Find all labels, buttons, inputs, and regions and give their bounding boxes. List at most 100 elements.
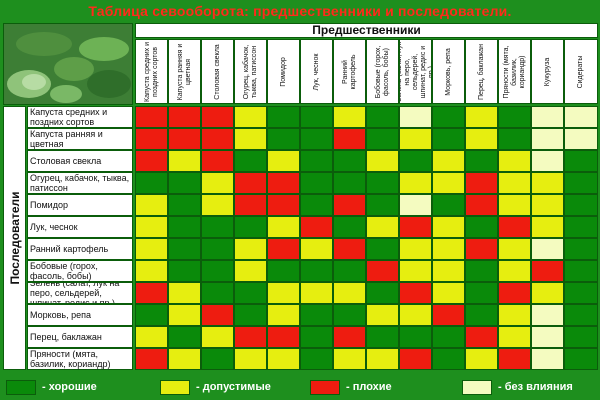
compatibility-cell xyxy=(531,216,564,238)
column-header: Сидераты xyxy=(564,39,598,104)
compatibility-cell xyxy=(267,106,300,128)
compatibility-cell xyxy=(300,128,333,150)
column-header: Пряности (мята, базилик, кориандр) xyxy=(498,39,531,104)
compatibility-cell xyxy=(168,304,201,326)
compatibility-cell xyxy=(135,326,168,348)
compatibility-cell xyxy=(432,304,465,326)
compatibility-cell xyxy=(531,326,564,348)
followers-side-label: Последователи xyxy=(3,106,26,370)
compatibility-cell xyxy=(267,326,300,348)
legend-label: - допустимые xyxy=(196,381,271,393)
compatibility-cell xyxy=(234,326,267,348)
compatibility-cell xyxy=(531,172,564,194)
compatibility-cell xyxy=(234,238,267,260)
compatibility-cell xyxy=(201,172,234,194)
compatibility-cell xyxy=(465,172,498,194)
compatibility-cell xyxy=(201,106,234,128)
row-header: Зелень (салат, лук на перо, сельдерей, ш… xyxy=(27,282,133,304)
column-header-label: Зелень (салат, лук на перо, сельдерей, ш… xyxy=(399,41,432,102)
compatibility-cell xyxy=(498,216,531,238)
compatibility-cell xyxy=(564,326,598,348)
compatibility-cell xyxy=(432,348,465,370)
compatibility-cell xyxy=(399,216,432,238)
column-header: Помидор xyxy=(267,39,300,104)
compatibility-cell xyxy=(531,194,564,216)
compatibility-cell xyxy=(234,260,267,282)
compatibility-cell xyxy=(498,172,531,194)
followers-side-text: Последователи xyxy=(7,191,22,285)
compatibility-cell xyxy=(333,304,366,326)
compatibility-cell xyxy=(300,304,333,326)
legend-item: - допустимые xyxy=(160,378,271,396)
compatibility-cell xyxy=(465,216,498,238)
compatibility-cell xyxy=(531,128,564,150)
compatibility-cell xyxy=(465,348,498,370)
compatibility-cell xyxy=(465,106,498,128)
compatibility-cell xyxy=(531,238,564,260)
compatibility-cell xyxy=(333,348,366,370)
compatibility-cell xyxy=(366,304,399,326)
row-header: Перец, баклажан xyxy=(27,326,133,348)
compatibility-cell xyxy=(465,194,498,216)
compatibility-cell xyxy=(366,348,399,370)
compatibility-cell xyxy=(201,216,234,238)
column-header: Бобовые (горох, фасоль, бобы) xyxy=(366,39,399,104)
compatibility-cell xyxy=(168,150,201,172)
compatibility-cell xyxy=(300,194,333,216)
column-header: Морковь, репа xyxy=(432,39,465,104)
column-header: Капуста средних и поздних сортов xyxy=(135,39,168,104)
compatibility-cell xyxy=(498,282,531,304)
compatibility-cell xyxy=(300,106,333,128)
compatibility-cell xyxy=(366,216,399,238)
compatibility-cell xyxy=(333,260,366,282)
vegetable-garden-photo xyxy=(3,23,133,105)
compatibility-cell xyxy=(135,304,168,326)
column-header-label: Огурец, кабачок, тыква, патиссон xyxy=(242,44,258,99)
column-header-label: Морковь, репа xyxy=(444,47,452,96)
row-header: Пряности (мята, базилик, кориандр) xyxy=(27,348,133,370)
compatibility-cell xyxy=(399,128,432,150)
column-header-label: Лук, чеснок xyxy=(312,53,320,90)
legend-item: - хорошие xyxy=(6,378,97,396)
compatibility-cell xyxy=(234,216,267,238)
compatibility-cell xyxy=(201,150,234,172)
compatibility-cell xyxy=(366,238,399,260)
compatibility-cell xyxy=(267,128,300,150)
compatibility-cell xyxy=(432,216,465,238)
column-header: Капуста ранняя и цветная xyxy=(168,39,201,104)
compatibility-cell xyxy=(333,172,366,194)
compatibility-cell xyxy=(465,238,498,260)
compatibility-cell xyxy=(399,260,432,282)
legend-swatch xyxy=(462,379,492,395)
column-header-label: Сидераты xyxy=(577,55,584,88)
row-header: Бобовые (горох, фасоль, бобы) xyxy=(27,260,133,282)
compatibility-cell xyxy=(234,348,267,370)
compatibility-cell xyxy=(366,128,399,150)
compatibility-cell xyxy=(432,326,465,348)
compatibility-cell xyxy=(234,282,267,304)
compatibility-cell xyxy=(333,216,366,238)
compatibility-cell xyxy=(267,260,300,282)
legend-label: - без влияния xyxy=(498,381,573,393)
compatibility-cell xyxy=(201,128,234,150)
compatibility-cell xyxy=(267,150,300,172)
column-header-label: Помидор xyxy=(279,56,287,87)
compatibility-cell xyxy=(366,282,399,304)
compatibility-cell xyxy=(168,194,201,216)
compatibility-cell xyxy=(267,348,300,370)
compatibility-cell xyxy=(168,238,201,260)
compatibility-cell xyxy=(135,106,168,128)
compatibility-cell xyxy=(432,128,465,150)
compatibility-cell xyxy=(399,326,432,348)
compatibility-cell xyxy=(366,106,399,128)
compatibility-cell xyxy=(432,260,465,282)
column-header: Столовая свекла xyxy=(201,39,234,104)
compatibility-cell xyxy=(432,106,465,128)
compatibility-cell xyxy=(201,282,234,304)
compatibility-cell xyxy=(168,128,201,150)
row-header: Столовая свекла xyxy=(27,150,133,172)
column-header-label: Перец, баклажан xyxy=(477,43,485,100)
compatibility-cell xyxy=(201,194,234,216)
compatibility-cell xyxy=(366,194,399,216)
compatibility-cell xyxy=(135,282,168,304)
